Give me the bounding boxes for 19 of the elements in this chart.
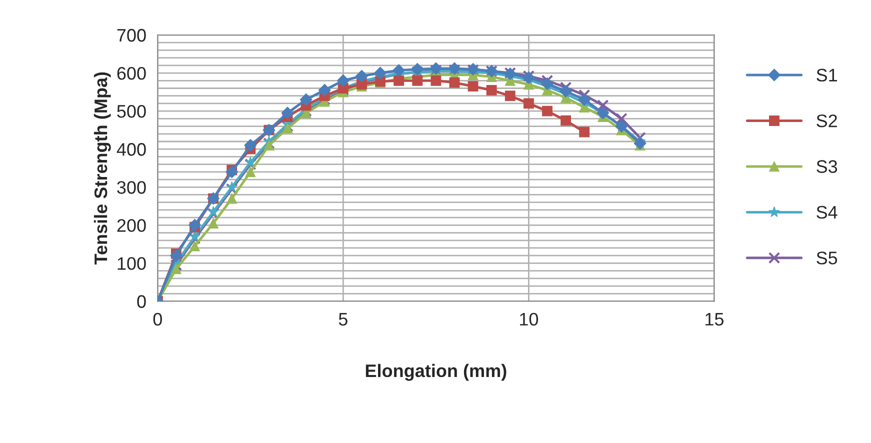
y-tick-label: 400	[116, 143, 146, 156]
legend-label: S1	[816, 68, 837, 82]
x-tick-label: 0	[153, 312, 162, 326]
legend-label: S4	[816, 206, 838, 219]
x-axis-title: Elongation (mm)	[366, 364, 506, 381]
legend-label: S2	[816, 114, 837, 128]
x-tick-label: 10	[520, 312, 538, 326]
legend-label: S5	[816, 252, 838, 264]
y-tick-label: 100	[118, 257, 146, 270]
y-tick-label: 700	[117, 28, 146, 42]
y-tick-label: 200	[117, 219, 146, 232]
y-tick-label: 300	[117, 181, 146, 194]
legend-label: S3	[816, 160, 838, 173]
x-tick-label: 15	[706, 313, 724, 326]
y-tick-label: 0	[137, 295, 146, 308]
x-tick-label: 5	[338, 313, 348, 326]
y-axis-title: Tensile Strength (Mpa)	[94, 72, 111, 265]
y-tick-label: 500	[117, 105, 146, 118]
y-tick-label: 600	[117, 66, 146, 80]
